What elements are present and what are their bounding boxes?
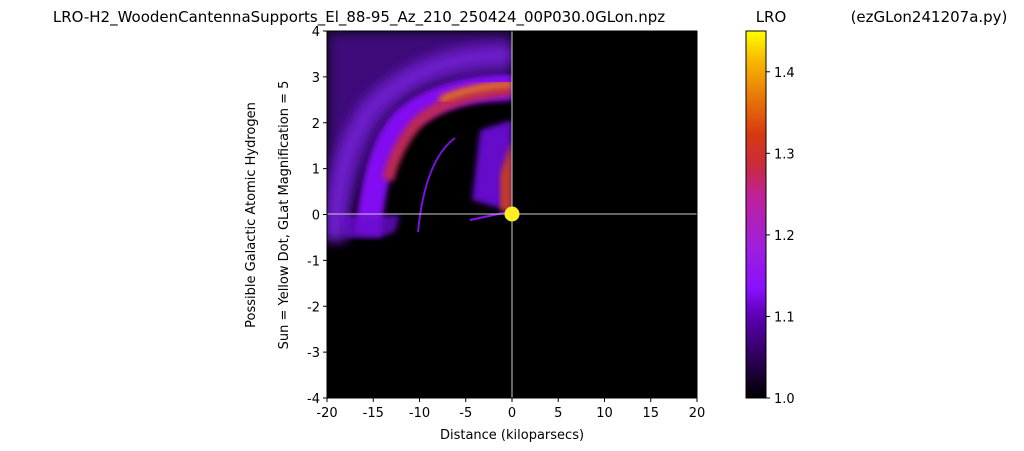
x-tick-label: 5 (554, 406, 562, 421)
x-axis-label: Distance (kiloparsecs) (440, 428, 584, 443)
plot-area (326, 30, 698, 399)
emission-red-band (382, 84, 512, 182)
y-tick-label: 2 (312, 117, 320, 132)
colorbar-ticks: 1.0 1.1 1.2 1.3 1.4 (766, 66, 795, 407)
x-tick-label: -15 (363, 406, 384, 421)
y-tick-label: 3 (312, 71, 320, 86)
x-tick-label: 10 (596, 406, 613, 421)
emission-sun-glow (500, 140, 512, 212)
x-tick-label: 20 (689, 406, 706, 421)
y-axis-label-secondary: Sun = Yellow Dot, GLat Magnification = 5 (277, 81, 292, 350)
colorbar-gradient (745, 30, 767, 399)
emission-inner-arc (417, 137, 456, 233)
colorbar: 1.0 1.1 1.2 1.3 1.4 (745, 30, 795, 407)
colorbar-title: LRO (756, 8, 787, 26)
y-tick-label: 4 (312, 25, 320, 40)
y-tick-label: -4 (307, 392, 320, 407)
x-tick-label: -10 (409, 406, 430, 421)
x-tick-label: 0 (508, 406, 516, 421)
colorbar-tick-label: 1.1 (774, 310, 795, 325)
emission-lower-fragment (340, 215, 400, 238)
colorbar-tick-label: 1.3 (774, 147, 795, 162)
hydrogen-emission (327, 31, 512, 241)
y-tick-label: -2 (307, 300, 320, 315)
y-tick-label: 1 (312, 163, 320, 178)
x-axis: -20 -15 -10 -5 0 5 10 15 20 (316, 398, 705, 421)
emission-thin-streak (469, 211, 509, 221)
x-tick-label: -5 (459, 406, 472, 421)
emission-orange-band (438, 80, 512, 104)
colorbar-tick-label: 1.0 (774, 392, 795, 407)
chart-title: LRO-H2_WoodenCantennaSupports_El_88-95_A… (53, 8, 665, 27)
emission-outer-arc (327, 44, 512, 241)
y-tick-label: 0 (312, 209, 320, 224)
colorbar-tick-label: 1.4 (774, 66, 795, 81)
colorbar-tick-label: 1.2 (774, 229, 795, 244)
y-axis: 4 3 2 1 0 -1 -2 -3 -4 (307, 25, 327, 407)
x-tick-label: -20 (316, 406, 337, 421)
y-tick-label: -1 (307, 254, 320, 269)
y-axis-label: Possible Galactic Atomic Hydrogen (244, 102, 259, 328)
script-name: (ezGLon241207a.py) (851, 8, 1008, 26)
sun-marker (504, 206, 520, 222)
y-tick-label: -3 (307, 346, 320, 361)
x-tick-label: 15 (642, 406, 659, 421)
